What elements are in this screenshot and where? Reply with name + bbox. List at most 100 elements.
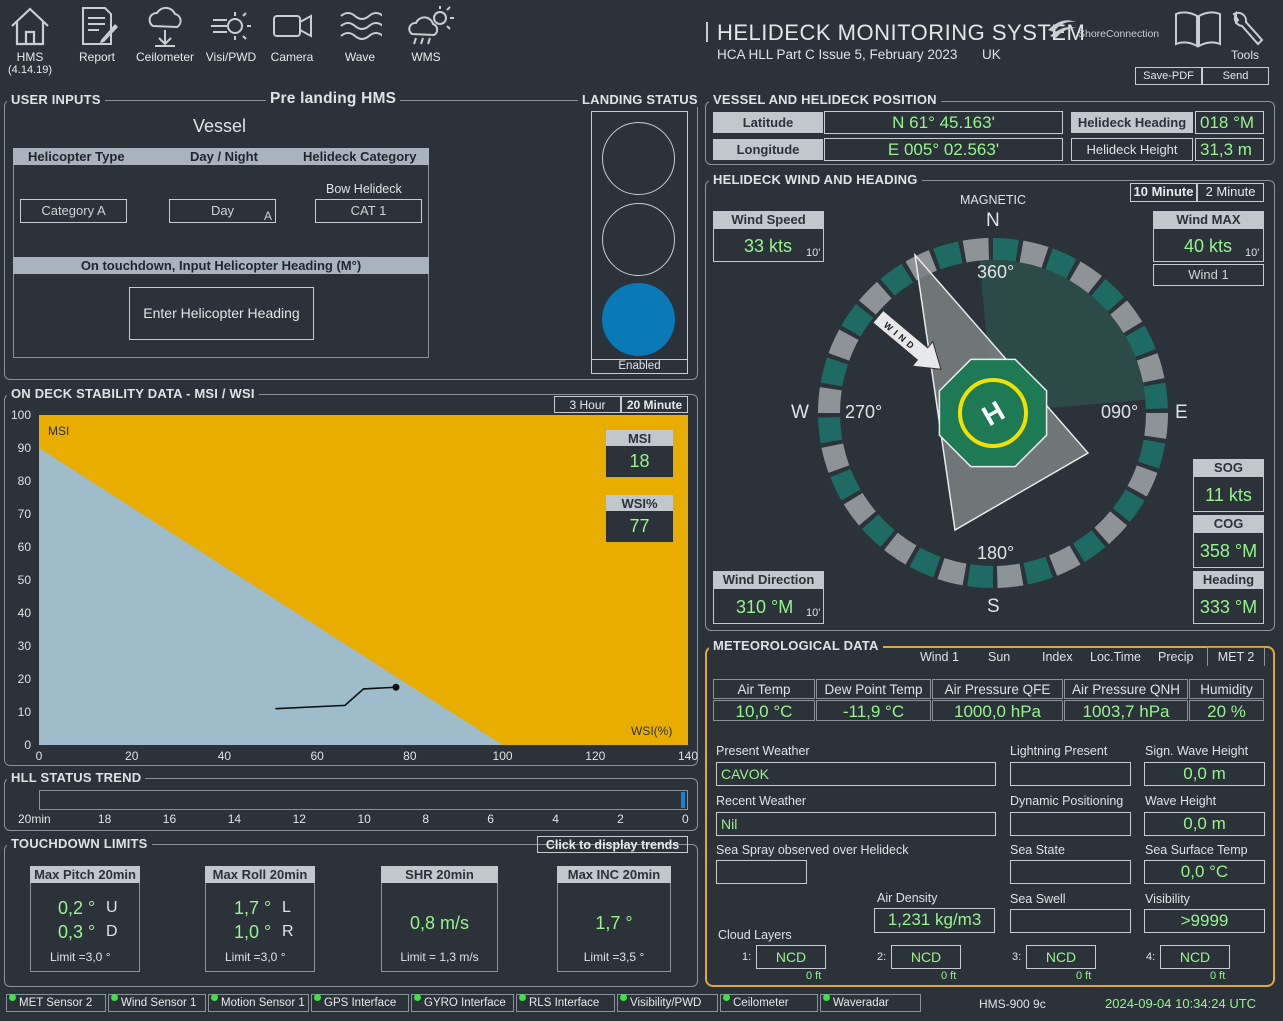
toolbar-camera-label: Camera <box>270 50 314 64</box>
trend-title: HLL STATUS TREND <box>7 770 146 785</box>
trend-tick-label: 18 <box>97 812 112 826</box>
helicopter-type-select[interactable]: Category A <box>20 199 127 223</box>
status-indicator[interactable]: Motion Sensor 1 <box>208 994 309 1012</box>
toolbar-ceilometer[interactable]: Ceilometer <box>133 4 197 64</box>
status-indicator[interactable]: MET Sensor 2 <box>6 994 106 1012</box>
tools-icon[interactable] <box>1228 8 1264 51</box>
status-ok-icon <box>723 994 730 1001</box>
status-light-top <box>602 122 675 195</box>
met-tab-index[interactable]: Index <box>1042 650 1073 664</box>
toolbar-camera[interactable]: Camera <box>266 4 318 64</box>
met-tab-met2[interactable]: MET 2 <box>1207 647 1265 666</box>
toolbar-visi[interactable]: Visi/PWD <box>203 4 259 64</box>
compass-ring-segment <box>841 304 874 337</box>
toolbar-report[interactable]: Report <box>72 4 122 64</box>
helicopter-type-header: Helicopter Type <box>28 149 125 164</box>
pitch-down-dir: D <box>106 923 118 940</box>
cloud-layer-value: NCD <box>1026 945 1096 969</box>
title-divider <box>706 22 708 42</box>
visibility-value: >9999 <box>1144 909 1265 933</box>
status-indicator-label: Waveradar <box>833 997 889 1009</box>
heading-label: Heading <box>1193 571 1264 588</box>
tools-label: Tools <box>1231 48 1260 62</box>
status-indicator[interactable]: Waveradar <box>820 994 921 1012</box>
tab-3-hour[interactable]: 3 Hour <box>554 396 621 413</box>
status-ok-icon <box>414 994 421 1001</box>
longitude-value: E 005° 02.563' <box>824 138 1063 161</box>
wind-direction-value: 310 °M <box>713 588 824 624</box>
recent-weather-value: Nil <box>716 812 996 836</box>
msi-label: MSI <box>606 430 673 447</box>
met-tab-sun[interactable]: Sun <box>988 650 1011 664</box>
status-indicator[interactable]: GPS Interface <box>311 994 409 1012</box>
met-header: Air Temp <box>713 679 815 699</box>
status-indicator[interactable]: RLS Interface <box>516 994 615 1012</box>
recent-weather-label: Recent Weather <box>716 794 807 808</box>
status-indicator[interactable]: Visibility/PWD <box>617 994 718 1012</box>
helideck-height-value: 31,3 m <box>1195 138 1264 161</box>
sog-value: 11 kts <box>1193 476 1264 512</box>
day-night-select[interactable]: Day A <box>169 199 276 223</box>
pitch-up-value: 0,2 ° <box>58 898 96 918</box>
met-value: 1000,0 hPa <box>932 700 1063 721</box>
cloud-layer-value: NCD <box>1160 945 1230 969</box>
dynamic-positioning-label: Dynamic Positioning <box>1010 794 1124 808</box>
y-tick-label: 100 <box>11 408 31 422</box>
x-tick-label: 120 <box>585 749 605 763</box>
present-weather-label: Present Weather <box>716 744 810 758</box>
tab-2-minute[interactable]: 2 Minute <box>1197 183 1264 202</box>
toolbar-hms[interactable]: HMS (4.14.19) <box>6 4 54 76</box>
visibility-label: Visibility <box>1145 892 1190 906</box>
status-indicator[interactable]: GYRO Interface <box>411 994 514 1012</box>
x-tick-label: 60 <box>310 749 324 763</box>
lightning-value <box>1010 762 1131 786</box>
cloud-layer-value: NCD <box>891 945 961 969</box>
tab-10-minute[interactable]: 10 Minute <box>1130 183 1197 202</box>
met-value: -11,9 °C <box>816 700 931 721</box>
status-ok-icon <box>9 994 16 1001</box>
send-button[interactable]: Send <box>1202 67 1269 85</box>
pitch-limit: Limit =3,0 ° <box>50 950 111 964</box>
compass-ring-segment <box>1045 248 1077 279</box>
sea-spray-value <box>716 860 807 884</box>
status-indicator-label: Visibility/PWD <box>630 997 702 1009</box>
enter-heading-button[interactable]: Enter Helicopter Heading <box>129 287 314 340</box>
status-indicator[interactable]: Wind Sensor 1 <box>108 994 206 1012</box>
manual-book-icon[interactable] <box>1172 8 1224 51</box>
wind-max-label: Wind MAX <box>1153 211 1264 228</box>
y-tick-label: 30 <box>18 639 32 653</box>
helideck-octagon <box>938 358 1048 468</box>
landing-status-title: LANDING STATUS <box>578 92 702 107</box>
weather-icon <box>408 6 454 45</box>
display-trends-button[interactable]: Click to display trends <box>537 836 688 853</box>
status-indicator[interactable]: Ceilometer <box>720 994 818 1012</box>
heading-value: 333 °M <box>1193 588 1264 624</box>
roll-limit: Limit =3,0 ° <box>225 950 286 964</box>
wave-height-value: 0,0 m <box>1144 812 1265 836</box>
met-tab-precip[interactable]: Precip <box>1158 650 1194 664</box>
cloud-layer-index: 4: <box>1146 951 1156 963</box>
touchdown-title: TOUCHDOWN LIMITS <box>7 836 152 851</box>
wave-icon <box>340 12 382 40</box>
save-pdf-button[interactable]: Save-PDF <box>1135 67 1202 85</box>
toolbar-wave[interactable]: Wave <box>336 4 384 64</box>
wind-arrow-shape <box>872 309 942 370</box>
datetime-label: 2024-09-04 10:34:24 UTC <box>1105 996 1257 1011</box>
sea-swell-label: Sea Swell <box>1010 892 1066 906</box>
compass-ring-segment <box>1127 465 1158 497</box>
status-ok-icon <box>620 994 627 1001</box>
day-night-value: Day <box>210 203 235 218</box>
wind-sensor-select[interactable]: Wind 1 <box>1153 264 1264 286</box>
deg-270: 270° <box>845 402 883 422</box>
met-tab-loctime[interactable]: Loc.Time <box>1090 650 1141 664</box>
toolbar-wms-label: WMS <box>411 50 441 64</box>
trend-tick-label: 10 <box>357 812 371 826</box>
toolbar-wms[interactable]: WMS <box>404 4 454 64</box>
mode-title: Pre landing HMS <box>266 90 401 108</box>
trend-marker <box>681 792 685 808</box>
helideck-heading-label: Helideck Heading <box>1071 112 1193 133</box>
met-tab-wind1[interactable]: Wind 1 <box>920 650 959 664</box>
helideck-category-select[interactable]: CAT 1 <box>315 199 422 223</box>
tab-20-minute[interactable]: 20 Minute <box>621 396 688 413</box>
